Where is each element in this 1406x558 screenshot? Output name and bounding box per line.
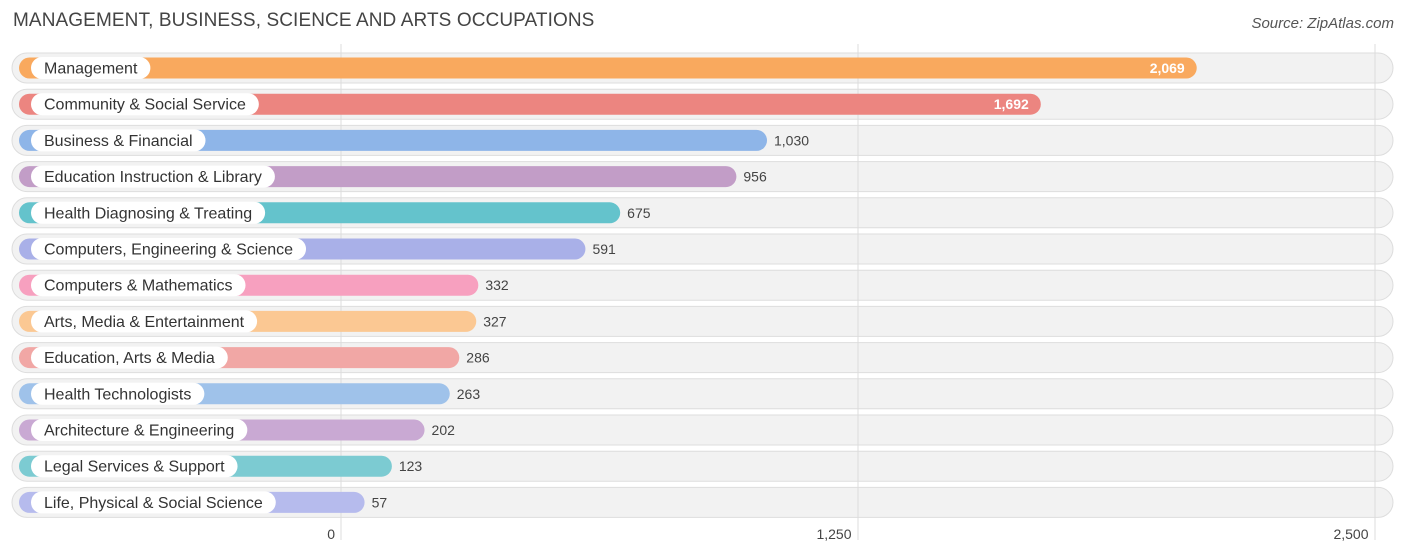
bar-label-pill bbox=[31, 346, 228, 369]
bar-label-pill bbox=[31, 129, 206, 152]
value-label: 1,030 bbox=[774, 132, 809, 148]
value-label: 591 bbox=[592, 241, 616, 257]
bar bbox=[19, 129, 768, 151]
chart-title: MANAGEMENT, BUSINESS, SCIENCE AND ARTS O… bbox=[13, 10, 595, 31]
value-label: 332 bbox=[485, 277, 509, 293]
x-tick-label: 2,500 bbox=[1333, 526, 1368, 542]
bar-label: Education Instruction & Library bbox=[44, 169, 262, 186]
bar-label: Health Diagnosing & Treating bbox=[44, 205, 252, 222]
bar-label-pill bbox=[31, 310, 258, 333]
value-label: 57 bbox=[372, 494, 388, 510]
value-label: 1,692 bbox=[994, 96, 1029, 112]
bar-label-pill bbox=[31, 274, 246, 297]
chart-source: Source: ZipAtlas.com bbox=[1251, 15, 1394, 32]
bar-label-pill bbox=[31, 455, 238, 478]
bar-label-pill bbox=[31, 57, 151, 79]
bar-label-pill bbox=[31, 238, 307, 260]
value-label: 2,069 bbox=[1150, 60, 1185, 76]
bar-label: Life, Physical & Social Science bbox=[44, 495, 263, 512]
x-tick-label: 0 bbox=[327, 526, 335, 542]
value-label: 263 bbox=[457, 386, 481, 402]
bar-label-pill bbox=[31, 201, 266, 224]
value-label: 286 bbox=[466, 350, 490, 366]
value-label: 956 bbox=[743, 169, 767, 185]
bar-label: Community & Social Service bbox=[44, 97, 246, 114]
bar-label: Business & Financial bbox=[44, 133, 193, 150]
bar-label: Management bbox=[44, 61, 138, 78]
value-label: 675 bbox=[627, 205, 651, 221]
bar-label-pill bbox=[31, 93, 259, 116]
value-label: 123 bbox=[399, 458, 423, 474]
bar-label: Architecture & Engineering bbox=[44, 423, 234, 440]
bar-label: Computers & Mathematics bbox=[44, 278, 233, 295]
bar-label: Legal Services & Support bbox=[44, 459, 225, 476]
bar-label-pill bbox=[31, 382, 205, 405]
bar bbox=[19, 93, 1041, 115]
bar-label: Computers, Engineering & Science bbox=[44, 242, 293, 259]
bar-label-pill bbox=[31, 419, 248, 441]
value-label: 327 bbox=[483, 313, 507, 329]
bar-label: Education, Arts & Media bbox=[44, 350, 215, 367]
value-label: 202 bbox=[432, 422, 456, 438]
bar-label: Health Technologists bbox=[44, 386, 191, 403]
x-tick-label: 1,250 bbox=[816, 526, 851, 542]
bar-label-pill bbox=[31, 491, 276, 514]
bar-label-pill bbox=[31, 165, 275, 188]
bar-label: Arts, Media & Entertainment bbox=[44, 314, 245, 331]
bar bbox=[19, 57, 1197, 79]
